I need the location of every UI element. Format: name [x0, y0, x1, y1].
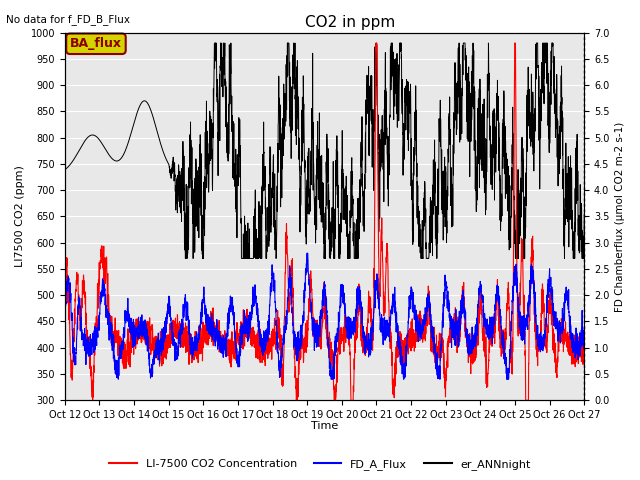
Y-axis label: FD Chamberflux (μmol CO2 m-2 s-1): FD Chamberflux (μmol CO2 m-2 s-1) [615, 121, 625, 312]
Title: CO2 in ppm: CO2 in ppm [305, 15, 396, 30]
Legend: LI-7500 CO2 Concentration, FD_A_Flux, er_ANNnight: LI-7500 CO2 Concentration, FD_A_Flux, er… [104, 455, 536, 474]
Text: BA_flux: BA_flux [70, 37, 122, 50]
Y-axis label: LI7500 CO2 (ppm): LI7500 CO2 (ppm) [15, 166, 25, 267]
X-axis label: Time: Time [311, 421, 338, 432]
Text: No data for f_FD_B_Flux: No data for f_FD_B_Flux [6, 14, 131, 25]
